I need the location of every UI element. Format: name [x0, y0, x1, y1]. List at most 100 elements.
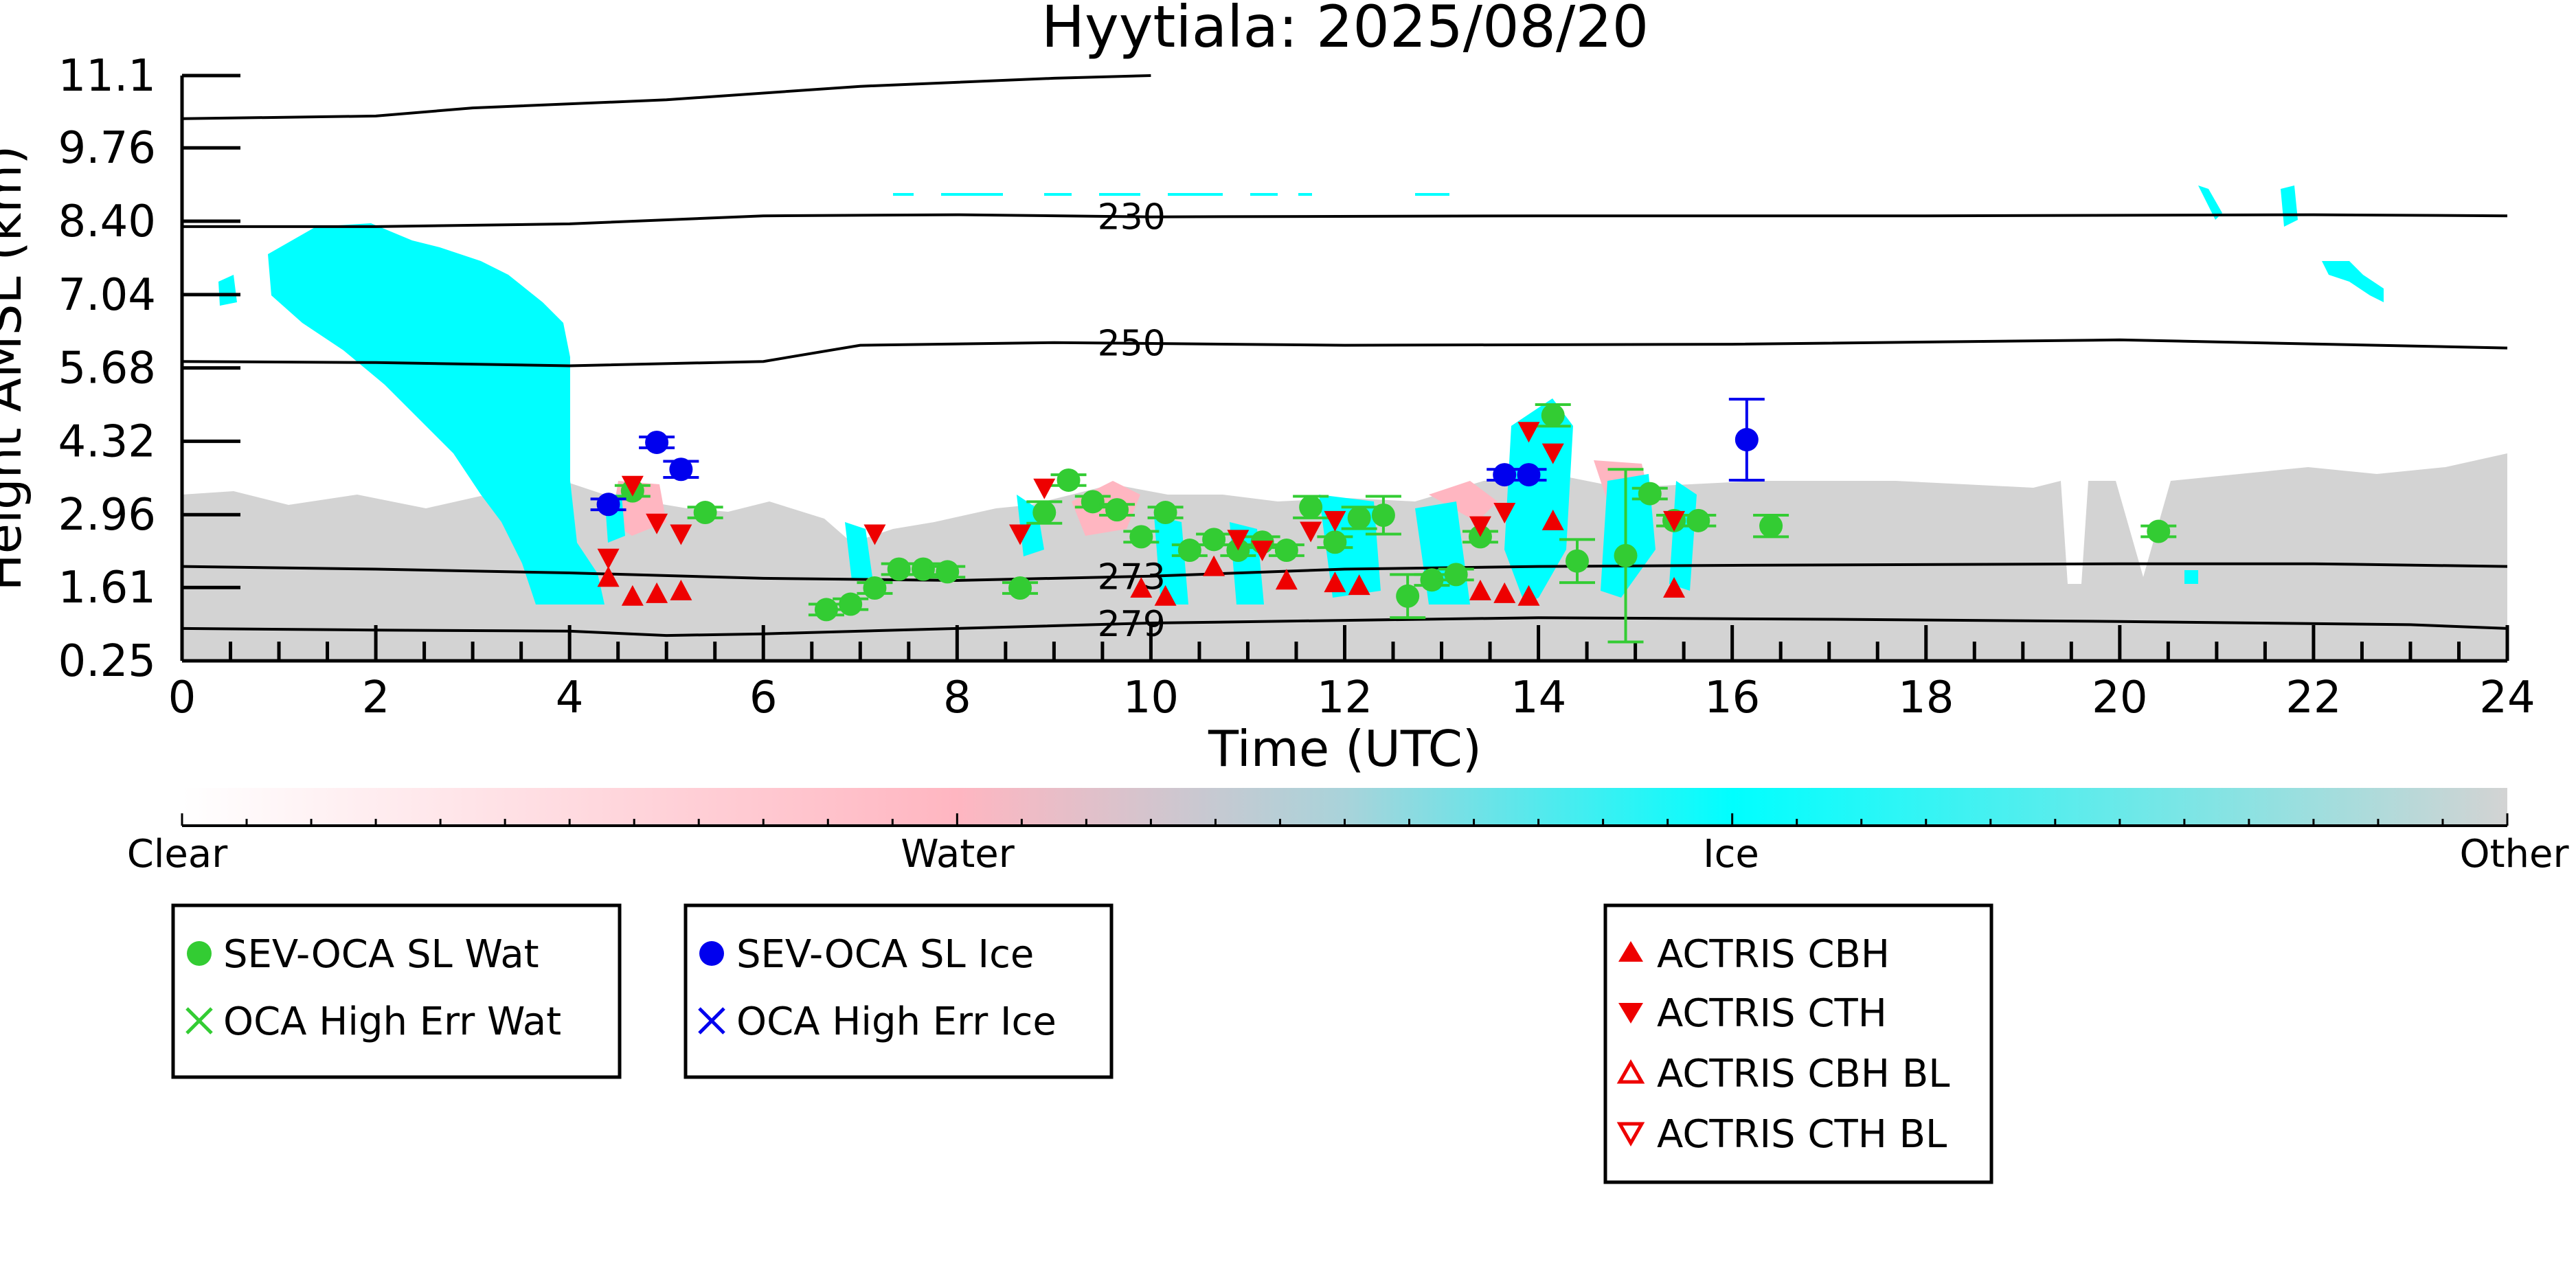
- x-tick-label: 12: [1317, 673, 1372, 723]
- colorbar-label-water: Water: [901, 832, 1015, 877]
- y-tick-label: 9.76: [58, 123, 157, 174]
- isotherm-line: [181, 74, 1151, 120]
- x-tick-label: 10: [1123, 673, 1179, 723]
- data-point: [596, 493, 620, 517]
- y-tick-label: 2.96: [58, 490, 157, 541]
- legend-label-actris-cbh: ACTRIS CBH: [1657, 932, 1890, 977]
- actris-cth-marker: [597, 548, 620, 569]
- data-point: [1686, 508, 1710, 532]
- data-point: [1444, 563, 1468, 587]
- legend-marker-oca-wat: [185, 1007, 213, 1035]
- y-tick-label: 7.04: [58, 270, 157, 321]
- legend-marker-actris-cth-bl: [1616, 1122, 1645, 1147]
- data-point: [2147, 519, 2171, 543]
- legend-marker-actris-cbh: [1618, 941, 1643, 962]
- y-axis-ticks: 0.25 1.61 2.96 4.32 5.68 7.04 8.40 9.76 11.1: [58, 51, 240, 687]
- data-point: [1420, 568, 1444, 592]
- data-point: [936, 560, 960, 584]
- data-point: [1105, 498, 1129, 522]
- data-point: [1371, 503, 1395, 527]
- colorbar-label-other: Other: [2459, 832, 2569, 877]
- actris-cth-marker: [1517, 422, 1540, 443]
- y-tick-label: 5.68: [58, 343, 157, 394]
- legend-actris: ACTRIS CBH ACTRIS CTH ACTRIS CBH BL ACTR…: [1603, 903, 1993, 1184]
- data-point: [814, 598, 838, 622]
- data-point: [645, 430, 669, 454]
- actris-cth-marker: [863, 524, 886, 545]
- y-tick-label: 0.25: [58, 636, 157, 687]
- colorbar-ticks: [181, 813, 2509, 826]
- actris-cbh-marker: [1663, 576, 1686, 598]
- x-tick-label: 24: [2479, 673, 2535, 723]
- x-tick-label: 22: [2285, 673, 2341, 723]
- legend-marker-sev-ice: [699, 941, 724, 966]
- y-tick-label: 1.61: [58, 563, 157, 613]
- actris-cbh-marker: [1493, 582, 1516, 603]
- isotherm-line: [182, 213, 2508, 228]
- ice-plume: [268, 223, 605, 605]
- legend-label-oca-wat: OCA High Err Wat: [223, 999, 561, 1044]
- data-markers: [590, 398, 2177, 644]
- actris-cbh-marker: [1469, 579, 1491, 600]
- actris-cth-marker: [1251, 541, 1274, 562]
- colorbar: Clear Water Ice Other: [127, 788, 2569, 877]
- isotherm-lines: 230 250 273 279: [181, 74, 2508, 645]
- x-tick-label: 20: [2092, 673, 2147, 723]
- actris-cth-marker: [1469, 516, 1491, 537]
- data-point: [1057, 468, 1081, 492]
- data-point: [911, 557, 935, 581]
- actris-cth-marker: [1009, 524, 1032, 545]
- x-tick-label: 2: [362, 673, 390, 723]
- actris-cbh-marker: [1154, 585, 1177, 606]
- y-tick-label: 4.32: [58, 416, 157, 467]
- data-point: [1129, 525, 1153, 549]
- colorbar-label-ice: Ice: [1703, 832, 1759, 877]
- actris-cbh-marker: [1348, 574, 1370, 596]
- actris-cbh-marker: [1130, 576, 1153, 598]
- data-point: [839, 592, 863, 616]
- x-tick-label: 14: [1511, 673, 1566, 723]
- legend-marker-actris-cth: [1618, 1003, 1643, 1024]
- data-point: [863, 576, 887, 600]
- actris-cth-marker: [670, 524, 692, 545]
- actris-cbh-marker: [621, 585, 644, 606]
- isotherm-line: [181, 562, 2508, 583]
- data-point: [1032, 501, 1057, 525]
- data-point: [1081, 490, 1105, 514]
- legend-label-sev-wat: SEV-OCA SL Wat: [223, 932, 539, 977]
- x-axis-label: Time (UTC): [1208, 720, 1482, 778]
- legend-label-sev-ice: SEV-OCA SL Ice: [736, 932, 1034, 977]
- x-tick-label: 4: [556, 673, 584, 723]
- legend-marker-actris-cbh-bl: [1616, 1059, 1645, 1084]
- data-point: [1177, 539, 1201, 563]
- actris-cbh-marker: [1517, 585, 1540, 606]
- actris-cth-marker: [621, 475, 644, 497]
- isotherm-label: 273: [1098, 556, 1166, 598]
- data-point: [1274, 539, 1298, 563]
- actris-cth-marker: [1663, 510, 1686, 532]
- data-point: [1735, 428, 1759, 452]
- x-tick-label: 18: [1898, 673, 1954, 723]
- legend-water: SEV-OCA SL Wat OCA High Err Wat: [171, 903, 622, 1079]
- data-point: [887, 557, 911, 581]
- data-point: [1396, 584, 1420, 608]
- legend-ice: SEV-OCA SL Ice OCA High Err Ice: [683, 903, 1114, 1079]
- isotherm-label: 250: [1098, 324, 1166, 365]
- data-point: [1202, 528, 1226, 552]
- legend-marker-oca-ice: [698, 1007, 725, 1035]
- data-point: [1323, 530, 1347, 554]
- x-tick-label: 8: [943, 673, 971, 723]
- water-region: [611, 460, 1649, 536]
- actris-cbh-marker: [670, 579, 692, 600]
- y-tick-label: 11.1: [58, 51, 157, 102]
- data-point: [693, 501, 717, 525]
- y-axis-label: Height AMSL (km): [0, 146, 32, 591]
- actris-cth-marker: [1324, 510, 1346, 532]
- isotherm-line: [181, 338, 2508, 368]
- actris-cbh-marker: [1324, 572, 1346, 593]
- data-point: [1517, 463, 1541, 487]
- y-tick-label: 8.40: [58, 196, 157, 247]
- colorbar-label-clear: Clear: [127, 832, 228, 877]
- legend-label-oca-ice: OCA High Err Ice: [736, 999, 1057, 1044]
